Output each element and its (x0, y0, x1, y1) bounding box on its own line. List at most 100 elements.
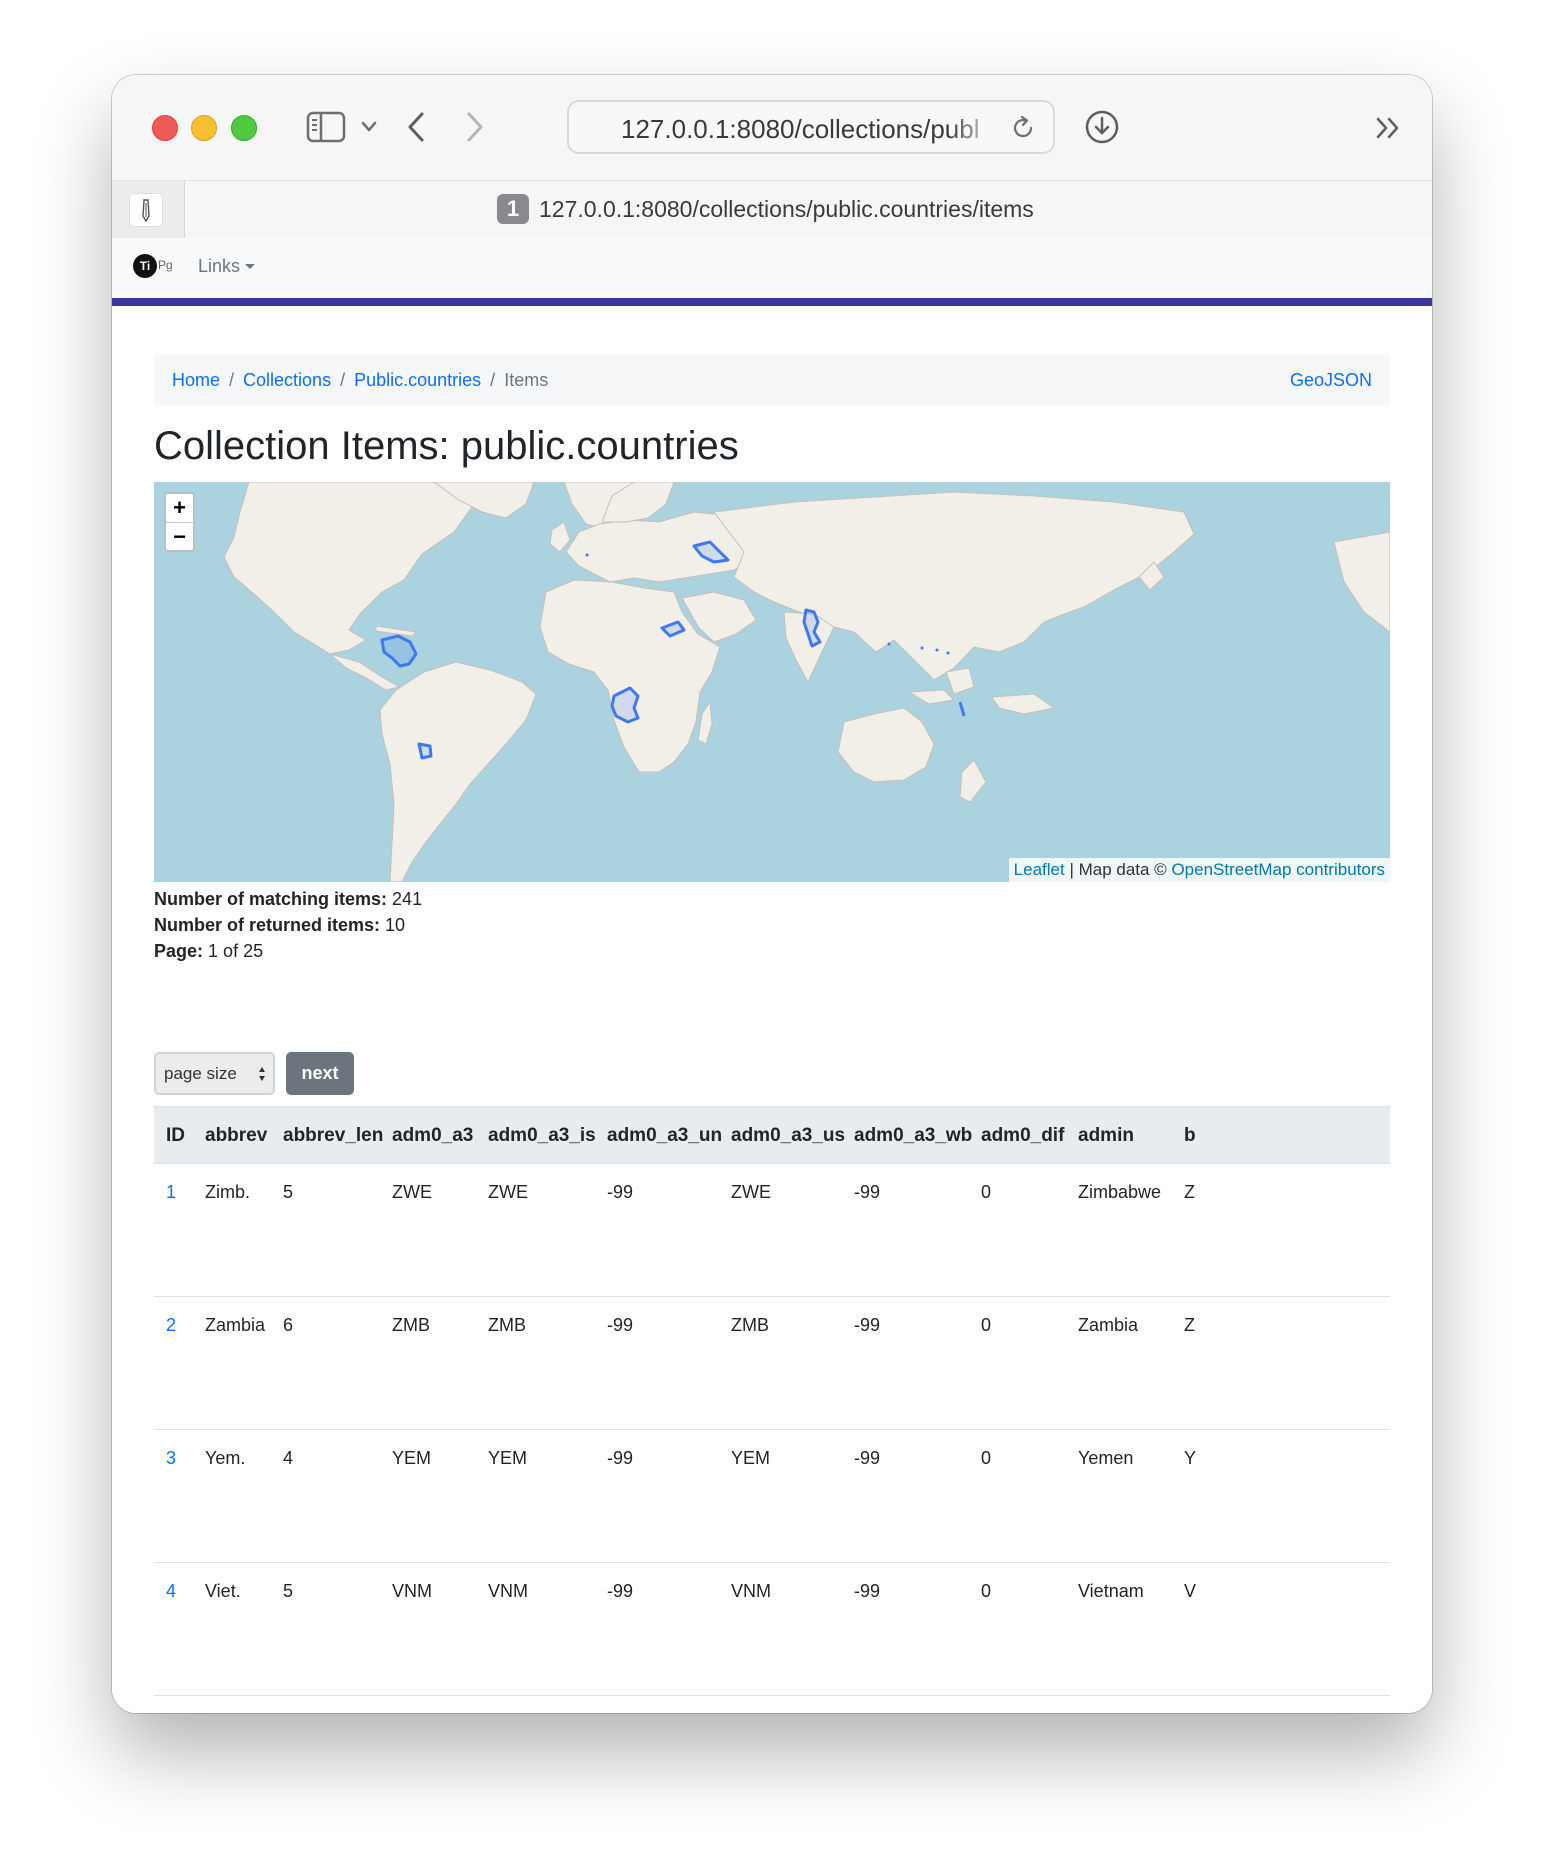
cell-b: Z (1184, 1315, 1195, 1335)
sidebar-toggle-icon[interactable] (306, 111, 346, 143)
cell-admin: Vietnam (1078, 1581, 1144, 1601)
cell-adm0-a3-wb: -99 (854, 1448, 881, 1468)
feature-uruguay (417, 742, 433, 760)
cell-adm0-a3-wb: -99 (854, 1315, 881, 1335)
page-value: 1 of 25 (208, 941, 264, 961)
zoom-out-button[interactable]: − (173, 524, 186, 549)
returned-items-value: 10 (385, 915, 406, 935)
cell-adm0-a3-is: ZMB (488, 1315, 526, 1335)
item-id-link[interactable]: 5 (166, 1712, 176, 1713)
feature-micronesia-3 (935, 648, 939, 652)
land-borneo (945, 667, 975, 695)
pinned-tab-favicon (130, 194, 162, 226)
cell-abbrev-len: 5 (283, 1581, 294, 1601)
returned-items-label: Number of returned items: (154, 915, 381, 935)
cell-abbrev-len: 6 (283, 1315, 294, 1335)
land-uk (549, 521, 571, 553)
cell-adm0-a3-us: YEM (731, 1448, 771, 1468)
table-row: 1 Zimb. 5 ZWE ZWE -99 ZWE -99 0 Zimbabwe Z (154, 1163, 1390, 1297)
breadcrumb-home[interactable]: Home (172, 370, 221, 390)
cell-adm0-a3: VNM (392, 1581, 432, 1601)
leaflet-link[interactable]: Leaflet (1013, 860, 1065, 879)
pen-favicon-icon (142, 199, 150, 223)
site-navbar: Ti Pg Links (112, 238, 1432, 306)
cell-b: Y (1184, 1448, 1197, 1468)
table-header: ID abbrev abbrev_len adm0_a3 adm0_a3_is … (154, 1106, 1390, 1164)
cell-admin: Zimbabwe (1078, 1182, 1162, 1202)
forward-arrow-icon[interactable] (464, 110, 486, 144)
links-dropdown[interactable]: Links (198, 255, 256, 277)
column-header-b: b (1184, 1125, 1196, 1146)
feature-zambia-zimbabwe (610, 686, 640, 724)
table-row: 2 Zambia 6 ZMB ZMB -99 ZMB -99 0 Zambia Z (154, 1296, 1390, 1430)
breadcrumb: Home / Collections / Public.countries / Items … (154, 354, 1390, 406)
cell-adm0-a3-un: -99 (607, 1448, 634, 1468)
close-window-button[interactable] (152, 115, 178, 141)
web-page: Ti Pg Links Home / Collections / Public.coun… (112, 238, 1432, 1713)
item-id-link[interactable]: 2 (166, 1315, 177, 1335)
select-arrows-icon (259, 1067, 265, 1081)
cell-adm0-a3-is: YEM (488, 1448, 528, 1468)
page-line: Page: 1 of 25 (154, 938, 422, 964)
items-map[interactable]: + − Leaflet | Map data © OpenStreetMap c… (154, 482, 1390, 882)
caret-down-icon (245, 264, 256, 269)
cell-adm0-dif: 0 (981, 1315, 992, 1335)
zoom-window-button[interactable] (231, 115, 257, 141)
item-id-link[interactable]: 3 (166, 1448, 177, 1468)
next-page-button[interactable]: next (286, 1052, 354, 1095)
page-label: Page: (154, 941, 204, 961)
zoom-control: + − (164, 492, 195, 552)
breadcrumb-separator: / (340, 370, 346, 390)
active-tab-title[interactable]: 127.0.0.1:8080/collections/public.countr… (539, 196, 1034, 222)
address-bar[interactable]: 127.0.0.1:8080/collections/publ (567, 100, 1055, 154)
land-arabia (681, 591, 757, 643)
feature-yemen (660, 620, 686, 638)
item-id-link[interactable]: 4 (166, 1581, 177, 1601)
cell-adm0-a3: ZMB (392, 1315, 430, 1335)
geojson-link[interactable]: GeoJSON (1289, 370, 1372, 390)
tab-bar: 1 127.0.0.1:8080/collections/public.coun… (112, 180, 1432, 239)
matching-items-value: 241 (392, 889, 423, 909)
item-id-link[interactable]: 1 (166, 1182, 177, 1202)
land-japan (1138, 561, 1165, 591)
cell-adm0-dif: 0 (981, 1581, 992, 1601)
breadcrumb-collection[interactable]: Public.countries (354, 370, 482, 390)
table-row: 3 Yem. 4 YEM YEM -99 YEM -99 0 Yemen Y (154, 1429, 1390, 1563)
column-header-adm0-a3-us: adm0_a3_us (731, 1125, 846, 1146)
chevron-down-icon[interactable] (361, 120, 377, 134)
feature-micronesia-2 (920, 646, 924, 650)
breadcrumb-collections[interactable]: Collections (243, 370, 332, 390)
land-scandinavia (601, 482, 675, 523)
cell-adm0-a3: ZWE (392, 1182, 432, 1202)
column-header-admin: admin (1078, 1125, 1134, 1146)
map-attribution: Leaflet | Map data © OpenStreetMap contr… (1008, 858, 1390, 882)
minimize-window-button[interactable] (191, 115, 217, 141)
download-icon[interactable] (1084, 109, 1120, 145)
table-row: 4 Viet. 5 VNM VNM -99 VNM -99 0 Vietnam V (154, 1562, 1390, 1696)
back-arrow-icon[interactable] (405, 110, 427, 144)
cell-b: Z (1184, 1182, 1195, 1202)
cell-adm0-a3-wb: -99 (854, 1712, 880, 1713)
cell-adm0-a3-us: ZMB (731, 1315, 769, 1335)
osm-link[interactable]: OpenStreetMap contributors (1171, 860, 1385, 879)
reload-icon[interactable] (1009, 114, 1037, 142)
returned-items-line: Number of returned items: 10 (154, 912, 422, 938)
land-africa (539, 579, 721, 773)
breadcrumb-separator: / (229, 370, 235, 390)
tipg-logo[interactable]: Ti (133, 254, 157, 278)
land-madagascar (697, 700, 713, 745)
zoom-in-button[interactable]: + (166, 494, 193, 523)
cell-abbrev: Viet. (205, 1581, 241, 1601)
more-tools-chevrons-icon[interactable] (1374, 116, 1404, 140)
pinned-tab[interactable] (112, 181, 185, 238)
feature-uzbekistan (692, 540, 730, 564)
feature-micronesia-1 (887, 642, 891, 646)
page-size-select[interactable]: page size (154, 1052, 275, 1095)
breadcrumb-separator: / (490, 370, 496, 390)
cell-adm0-dif: 0 (981, 1182, 992, 1202)
cell-abbrev-len: 4 (283, 1712, 293, 1713)
column-header-adm0-a3-is: adm0_a3_is (488, 1125, 596, 1146)
cell-abbrev: Zambia (205, 1315, 266, 1335)
land-canada-islands (433, 482, 535, 519)
land-new-zealand (959, 759, 987, 803)
